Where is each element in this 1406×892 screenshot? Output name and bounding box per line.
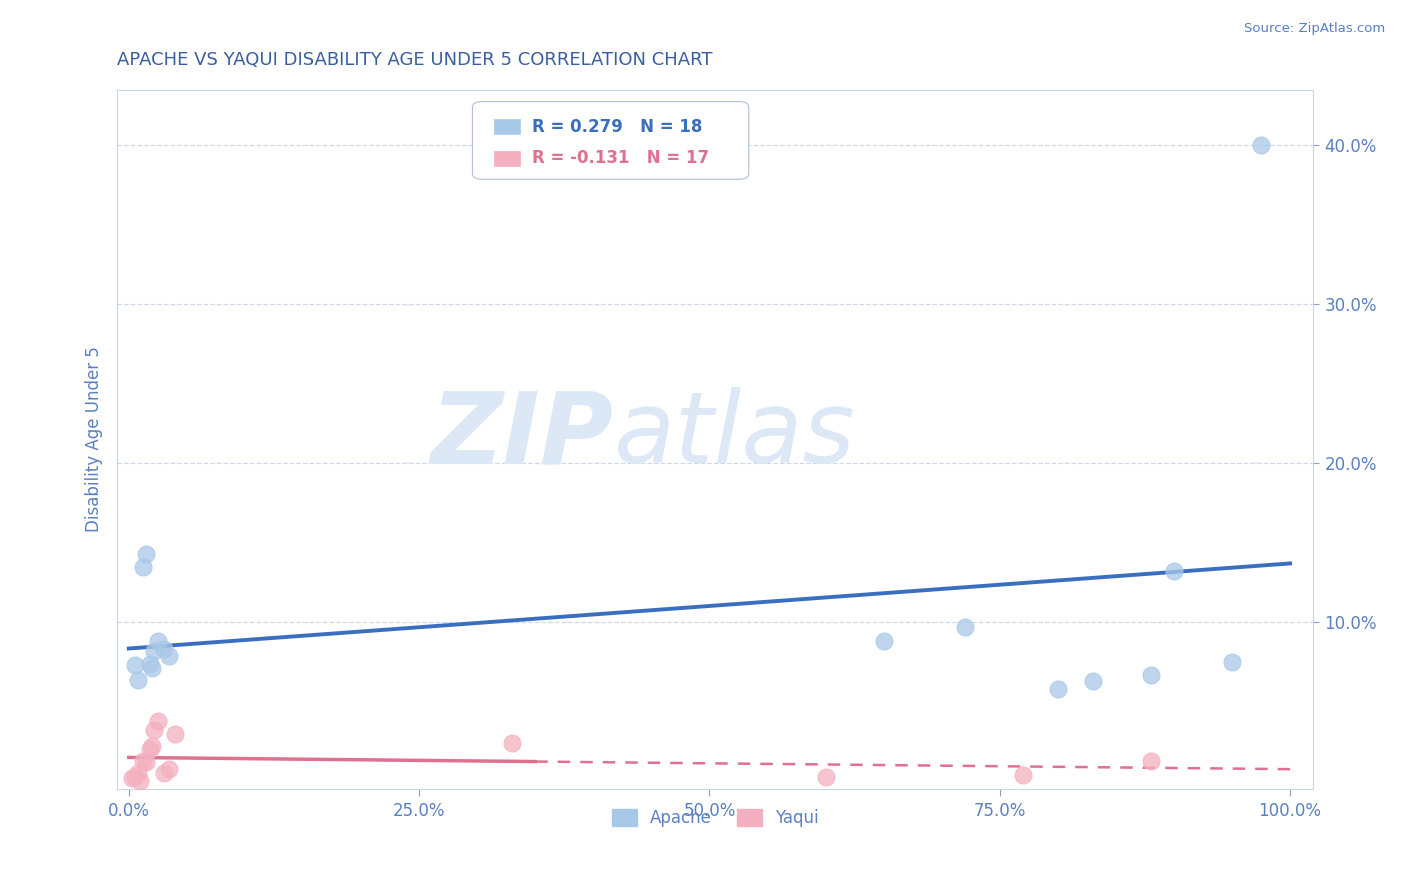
Point: [143, 723, 166, 738]
Point: [141, 661, 163, 675]
Point: [121, 771, 143, 785]
Point: [135, 547, 157, 561]
Point: [1250, 138, 1272, 153]
Text: APACHE VS YAQUI DISABILITY AGE UNDER 5 CORRELATION CHART: APACHE VS YAQUI DISABILITY AGE UNDER 5 C…: [117, 51, 713, 69]
Point: [124, 658, 146, 673]
Point: [1046, 681, 1069, 696]
Point: [135, 755, 157, 769]
Point: [138, 742, 160, 756]
FancyBboxPatch shape: [472, 102, 749, 179]
Text: Source: ZipAtlas.com: Source: ZipAtlas.com: [1244, 22, 1385, 36]
Point: [143, 644, 166, 658]
Point: [127, 673, 149, 687]
Legend: Apache, Yaqui: Apache, Yaqui: [605, 802, 825, 833]
Point: [129, 774, 152, 789]
Point: [1081, 674, 1104, 689]
Text: ZIP: ZIP: [430, 387, 613, 484]
Text: atlas: atlas: [613, 387, 855, 484]
Point: [132, 559, 155, 574]
Point: [159, 762, 181, 776]
Point: [152, 766, 174, 780]
FancyBboxPatch shape: [494, 151, 520, 166]
FancyBboxPatch shape: [494, 119, 520, 135]
Point: [1139, 754, 1161, 768]
Point: [146, 634, 169, 648]
Point: [1163, 565, 1185, 579]
Point: [165, 726, 187, 740]
Y-axis label: Disability Age Under 5: Disability Age Under 5: [86, 346, 103, 533]
Point: [141, 739, 163, 754]
Point: [138, 657, 160, 671]
Point: [127, 766, 149, 780]
Point: [1220, 655, 1243, 669]
Point: [1139, 667, 1161, 681]
Point: [146, 714, 169, 728]
Point: [152, 642, 174, 657]
Point: [1012, 768, 1035, 782]
Point: [953, 620, 976, 634]
Point: [872, 634, 894, 648]
Point: [814, 770, 837, 784]
Point: [159, 648, 181, 663]
Text: R = 0.279   N = 18: R = 0.279 N = 18: [533, 118, 703, 136]
Point: [501, 736, 523, 750]
Point: [132, 754, 155, 768]
Point: [124, 770, 146, 784]
Text: R = -0.131   N = 17: R = -0.131 N = 17: [533, 149, 710, 167]
